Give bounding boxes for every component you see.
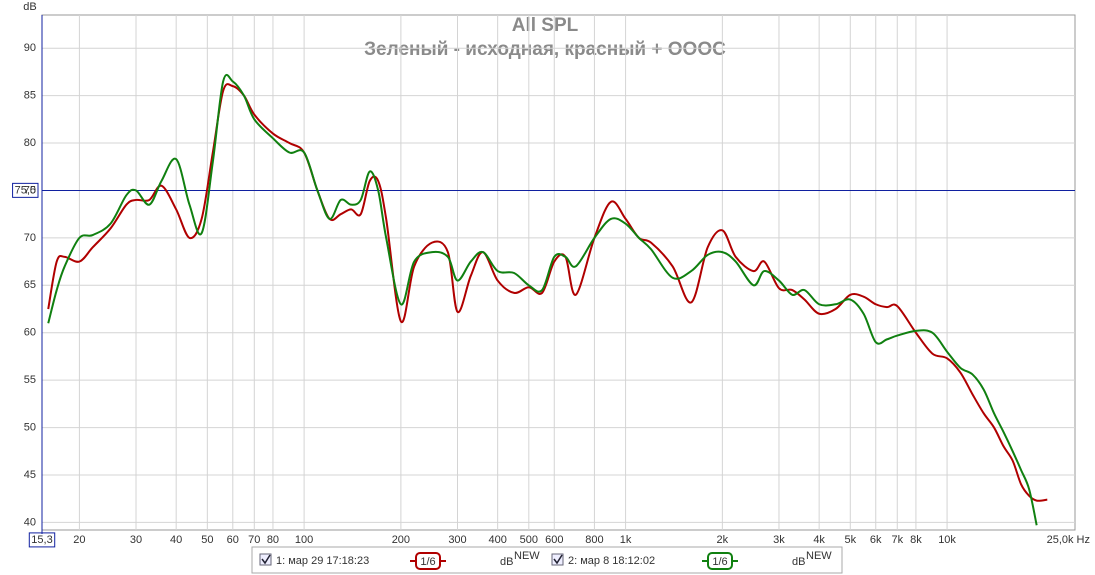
legend-checkmark [553,554,563,565]
x-tick-label: 4k [813,534,825,546]
x-tick-label: 30 [130,534,142,546]
y-tick-label: 45 [24,469,36,481]
x-tick-label: 100 [295,534,313,546]
legend-unit: dB [792,556,805,568]
y-tick-label: 75 [24,184,36,196]
y-tick-label: 65 [24,279,36,291]
y-tick-label: 55 [24,374,36,386]
x-tick-label: 600 [545,534,563,546]
x-tick-label: 8k [910,534,922,546]
y-tick-label: 80 [24,137,36,149]
plot-area [41,14,1076,531]
x-tick-label: 800 [585,534,603,546]
series-line [47,73,1038,526]
x-tick-label: 70 [248,534,260,546]
x-tick-label: 5k [844,534,856,546]
x-tick-label: 7k [891,534,903,546]
legend-label: 2: мар 8 18:12:02 [568,555,655,567]
x-tick-label: 1k [620,534,632,546]
x-tick-label: 3k [773,534,785,546]
y-tick-label: 70 [24,232,36,244]
x-tick-label: 500 [520,534,538,546]
legend-smoothing-box [415,552,441,570]
x-tick-label: 15,3 [31,534,52,546]
x-tick-label: 50 [201,534,213,546]
legend-label: 1: мар 29 17:18:23 [276,555,369,567]
cursor-label: 75,0 [15,184,36,196]
legend-checkmark [261,554,271,565]
y-tick-label: 50 [24,421,36,433]
y-tick-label: 60 [24,327,36,339]
legend-smoothing: 1/6 [420,556,435,568]
legend-smoothing-box [707,552,733,570]
x-tick-label: 10k [938,534,956,546]
legend-unit-badge: NEW [806,550,832,562]
x-tick-label: 2k [717,534,729,546]
x-tick-label: 400 [488,534,506,546]
x-tick-label: 80 [267,534,279,546]
legend-smoothing: 1/6 [712,556,727,568]
chart-title: All SPL [512,15,579,36]
legend-panel [251,546,843,574]
y-tick-label: 85 [24,90,36,102]
chart-subtitle: Зеленый - исходная, красный + ОООС [364,39,726,60]
legend-checkbox [259,553,272,566]
legend-unit-badge: NEW [514,550,540,562]
y-tick-label: 40 [24,516,36,528]
legend-unit: dB [500,556,513,568]
x-tick-label: 20 [73,534,85,546]
y-axis-label: dB [23,1,36,13]
x-tick-label: 40 [170,534,182,546]
x-tick-label: 200 [392,534,410,546]
x-tick-label: 300 [448,534,466,546]
y-tick-label: 90 [24,42,36,54]
x-tick-label: 6k [870,534,882,546]
legend-checkbox [551,553,564,566]
x-tick-label: 25,0k Hz [1047,534,1090,546]
x-tick-label: 60 [227,534,239,546]
value-box [12,182,39,198]
